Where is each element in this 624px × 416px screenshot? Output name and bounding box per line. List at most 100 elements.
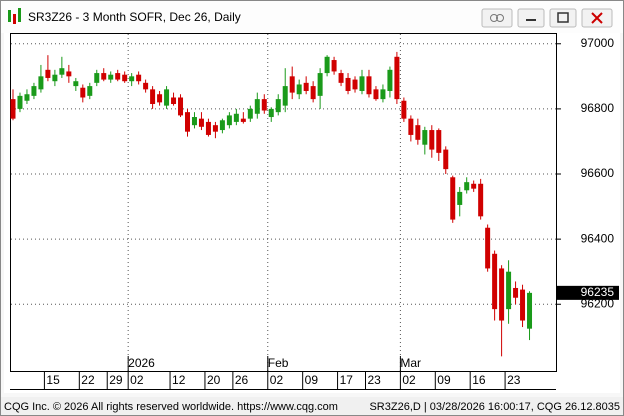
footer-right: SR3Z26,D | 03/28/2026 16:00:17, CQG 26.1… bbox=[369, 401, 620, 413]
candle-body bbox=[422, 130, 428, 145]
x-tick-label: 26 bbox=[235, 373, 249, 387]
candle-body bbox=[527, 292, 533, 329]
candle-body bbox=[24, 94, 30, 101]
candle-body bbox=[373, 89, 379, 100]
candle-body bbox=[94, 73, 100, 83]
candle-body bbox=[101, 73, 107, 80]
candle-body bbox=[157, 94, 163, 103]
month-label: 2026 bbox=[128, 356, 155, 370]
candle-body bbox=[52, 74, 58, 82]
candle-body bbox=[240, 118, 246, 122]
candle-body bbox=[289, 76, 295, 93]
window-title: SR3Z26 - 3 Month SOFR, Dec 26, Daily bbox=[28, 10, 241, 24]
candle-body bbox=[380, 89, 386, 100]
candle-body bbox=[219, 120, 225, 131]
x-tick-label: 22 bbox=[81, 373, 95, 387]
candle-body bbox=[471, 183, 477, 189]
candle-body bbox=[464, 182, 470, 191]
candle-body bbox=[191, 117, 197, 126]
maximize-button[interactable] bbox=[549, 8, 577, 28]
candle-body bbox=[122, 74, 128, 82]
candle-body bbox=[261, 99, 267, 111]
x-tick-label: 23 bbox=[507, 373, 521, 387]
x-tick-label: 15 bbox=[46, 373, 60, 387]
x-tick-label: 12 bbox=[172, 373, 186, 387]
candle-body bbox=[233, 113, 239, 122]
y-tick-label: 96200 bbox=[581, 296, 615, 310]
candle-body bbox=[478, 183, 484, 217]
x-tick-label: 02 bbox=[130, 373, 144, 387]
candle-body bbox=[457, 191, 463, 205]
x-tick-label: 16 bbox=[472, 373, 486, 387]
candle-body bbox=[254, 99, 260, 114]
candle-body bbox=[108, 74, 114, 80]
candle-body bbox=[492, 253, 498, 310]
candle-body bbox=[275, 99, 281, 113]
candle-body bbox=[282, 86, 288, 106]
candle-body bbox=[226, 115, 232, 126]
x-tick-label: 23 bbox=[367, 373, 381, 387]
close-button[interactable] bbox=[581, 8, 613, 28]
status-bar bbox=[1, 397, 623, 415]
candle-body bbox=[436, 130, 442, 153]
candle-body bbox=[520, 289, 526, 321]
candle-body bbox=[401, 100, 407, 119]
plot-area bbox=[10, 33, 557, 372]
candle-body bbox=[324, 56, 330, 74]
minimize-button[interactable] bbox=[517, 8, 545, 28]
candle-body bbox=[394, 56, 400, 100]
candle-body bbox=[80, 87, 86, 98]
candle-body bbox=[359, 76, 365, 91]
candle-body bbox=[115, 73, 121, 80]
candle-body bbox=[31, 86, 37, 96]
candle-body bbox=[506, 271, 512, 310]
candle-body bbox=[73, 81, 79, 87]
candle-body bbox=[338, 73, 344, 83]
candle-body bbox=[205, 121, 211, 135]
candle-body bbox=[178, 97, 184, 116]
candle-body bbox=[408, 118, 414, 135]
last-price-box bbox=[557, 285, 619, 300]
candle-body bbox=[136, 74, 142, 82]
link-button[interactable] bbox=[481, 8, 513, 28]
candle-body bbox=[352, 79, 358, 90]
month-label: Mar bbox=[400, 356, 421, 370]
y-tick-label: 96600 bbox=[581, 166, 615, 180]
y-tick-label: 96400 bbox=[581, 231, 615, 245]
candle-body bbox=[87, 86, 93, 96]
candle-body bbox=[38, 76, 44, 90]
footer-left: CQG Inc. © 2026 All rights reserved worl… bbox=[4, 401, 338, 413]
candle-body bbox=[303, 82, 309, 91]
x-tick-label: 17 bbox=[340, 373, 354, 387]
candle-body bbox=[450, 177, 456, 220]
candle-body bbox=[164, 89, 170, 106]
x-tick-label: 02 bbox=[402, 373, 416, 387]
candle-body bbox=[499, 268, 505, 321]
candle-body bbox=[198, 118, 204, 127]
candle-body bbox=[45, 69, 51, 78]
candle-body bbox=[247, 108, 253, 119]
candle-body bbox=[429, 130, 435, 150]
candle-body bbox=[150, 89, 156, 105]
candle-body bbox=[345, 77, 351, 91]
candle-body bbox=[366, 76, 372, 95]
x-tick-label: 02 bbox=[270, 373, 284, 387]
candle-body bbox=[10, 99, 16, 119]
candle-body bbox=[310, 86, 316, 100]
app-icon bbox=[8, 8, 21, 24]
month-label: Feb bbox=[268, 356, 289, 370]
candle-body bbox=[513, 287, 519, 298]
y-tick-label: 97000 bbox=[581, 36, 615, 50]
x-tick-label: 29 bbox=[109, 373, 123, 387]
candle-body bbox=[485, 227, 491, 269]
candle-body bbox=[443, 149, 449, 170]
candle-body bbox=[171, 97, 177, 105]
candle-body bbox=[17, 95, 23, 109]
last-price-label: 96235 bbox=[581, 285, 615, 299]
candle-body bbox=[268, 108, 274, 118]
candle-body bbox=[185, 112, 190, 132]
candle-body bbox=[129, 76, 135, 82]
x-tick-label: 09 bbox=[437, 373, 451, 387]
candle-body bbox=[66, 71, 72, 77]
